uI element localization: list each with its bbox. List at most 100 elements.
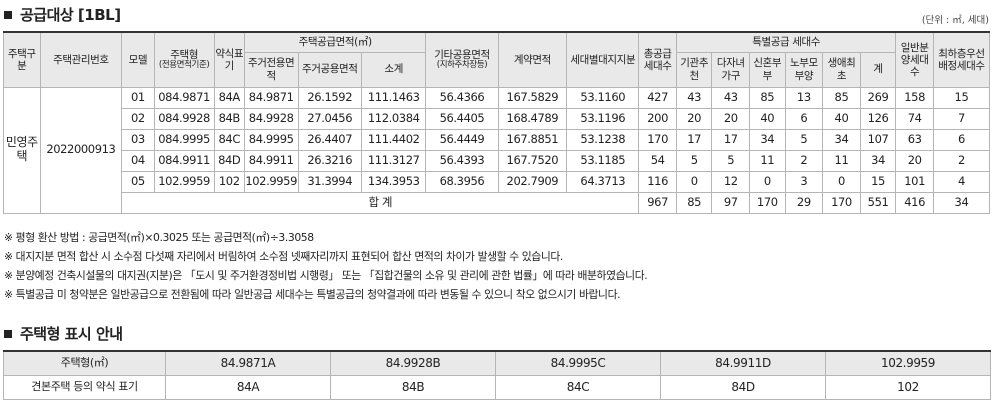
cell: 6 [784, 107, 824, 130]
cell: 26.1592 [297, 86, 362, 109]
cell: 101 [895, 170, 934, 193]
total-label: 합 계 [121, 191, 640, 214]
cell: 4 [932, 170, 991, 193]
header-other-common: 기타공용면적 (지하주차장등) [425, 31, 499, 88]
cell: 63 [895, 128, 934, 151]
note-line: ※ 특별공급 미 청약분은 일반공급으로 전환됨에 따라 일반공급 세대수는 특… [4, 288, 621, 301]
cell: 27.0456 [297, 107, 362, 130]
cell: 43 [675, 86, 713, 109]
cell: 084.9928 [153, 107, 215, 130]
cell: 20 [711, 107, 751, 130]
unit-label: (단위 : ㎡, 세대) [921, 15, 989, 26]
cell: 84.9871 [243, 86, 299, 109]
header-model: 모델 [121, 31, 155, 88]
cell: 84C [213, 128, 245, 151]
cell: 13 [784, 86, 824, 109]
header-exclusive: 주거전용면적 [243, 51, 299, 88]
cell: 168.4789 [497, 107, 568, 130]
section-title-text: 공급대상 [1BL] [20, 6, 121, 24]
cell: 20 [675, 107, 713, 130]
section-title-supply: 공급대상 [1BL] [4, 4, 121, 25]
table-row: 03 084.9995 84C 84.9995 26.4407 111.4402 56.44… [4, 128, 991, 151]
cell: 31.3994 [297, 170, 362, 193]
cell: 84.9995 [243, 128, 299, 151]
header-parents: 노부모부양 [784, 51, 824, 88]
cell: 34 [932, 191, 991, 214]
header-abbr: 약식표기 [213, 31, 245, 88]
cell: 0 [749, 170, 786, 193]
cell: 202.7909 [497, 170, 568, 193]
cell: 2 [932, 149, 991, 172]
supply-table: 주택구분 주택관리번호 모델 주택형 (전용면적기준) 약식표기 주택공급면적(… [3, 31, 991, 214]
cell: 111.1463 [360, 86, 427, 109]
cell: 17 [675, 128, 713, 151]
header-supply-area: 주택공급면적(㎡) [243, 31, 427, 53]
cell: 17 [711, 128, 751, 151]
header-sum: 계 [859, 51, 897, 88]
notes: ※ 평형 환산 방법 : 공급면적(㎡)×0.3025 또는 공급면적(㎡)÷3… [4, 228, 648, 304]
cell: 084.9871 [153, 86, 215, 109]
header-mgmt-no: 주택관리번호 [39, 31, 123, 88]
note-line: ※ 분양예정 건축시설물의 대지권(지분)은 「도시 및 주거환경정비법 시행령… [4, 269, 648, 282]
cell: 551 [859, 191, 897, 214]
cell: 34 [859, 149, 897, 172]
cell: 43 [711, 86, 751, 109]
bullet-square-icon [4, 329, 12, 338]
cell: 15 [932, 86, 991, 109]
cell: 170 [749, 191, 786, 214]
header-lowest: 최하층우선배정세대수 [932, 31, 991, 88]
cell: 5 [784, 128, 824, 151]
cell: 107 [859, 128, 897, 151]
cell: 01 [121, 86, 155, 109]
section-title-text: 주택형 표시 안내 [20, 325, 123, 343]
cell: 53.1185 [566, 149, 640, 172]
header-newlywed: 신혼부부 [749, 51, 786, 88]
cell: 84D [660, 375, 826, 400]
header-other-common-sub: (지하주차장등) [436, 59, 488, 70]
cell: 85 [675, 191, 713, 214]
cell: 5 [675, 149, 713, 172]
cell: 11 [749, 149, 786, 172]
cell: 40 [749, 107, 786, 130]
cell: 56.4405 [425, 107, 499, 130]
table-row: 02 084.9928 84B 84.9928 27.0456 112.0384 56.44… [4, 107, 991, 130]
cell: 84.9871A [165, 350, 331, 376]
note-line: ※ 평형 환산 방법 : 공급면적(㎡)×0.3025 또는 공급면적(㎡)÷3… [4, 231, 314, 244]
header-other-common-text: 기타공용면적 [434, 48, 490, 61]
cell: 34 [749, 128, 786, 151]
cell: 170 [822, 191, 861, 214]
cell: 102 [213, 170, 245, 193]
bullet-square-icon [4, 10, 12, 19]
cell: 200 [638, 107, 677, 130]
cell: 85 [822, 86, 861, 109]
type-class-cell: 민영주택 [3, 86, 41, 214]
cell: 116 [638, 170, 677, 193]
cell: 29 [784, 191, 824, 214]
cell: 967 [638, 191, 677, 214]
cell: 84.9995C [495, 350, 661, 376]
mgmt-no-cell: 2022000913 [39, 86, 123, 214]
cell: 56.4393 [425, 149, 499, 172]
cell: 84.9928B [330, 350, 496, 376]
cell: 84.9928 [243, 107, 299, 130]
cell: 12 [711, 170, 751, 193]
cell: 0 [675, 170, 713, 193]
table-row: 주택형(㎡) 84.9871A 84.9928B 84.9995C 84.991… [3, 350, 991, 376]
cell: 102.9959 [825, 350, 991, 376]
cell: 84B [330, 375, 496, 400]
cell: 26.3216 [297, 149, 362, 172]
cell: 427 [638, 86, 677, 109]
header-total-units: 총공급세대수 [638, 31, 677, 88]
cell: 7 [932, 107, 991, 130]
header-common: 주거공용면적 [297, 51, 362, 88]
table-row: 05 102.9959 102 102.9959 31.3994 134.3953 68.3… [4, 170, 991, 193]
cell: 102.9959 [243, 170, 299, 193]
cell: 167.5829 [497, 86, 568, 109]
cell: 03 [121, 128, 155, 151]
header-firsttime: 생애최초 [822, 51, 861, 88]
cell: 84A [213, 86, 245, 109]
header-land-share: 세대별대지지분 [566, 31, 640, 88]
cell: 167.7520 [497, 149, 568, 172]
cell: 56.4366 [425, 86, 499, 109]
cell: 26.4407 [297, 128, 362, 151]
